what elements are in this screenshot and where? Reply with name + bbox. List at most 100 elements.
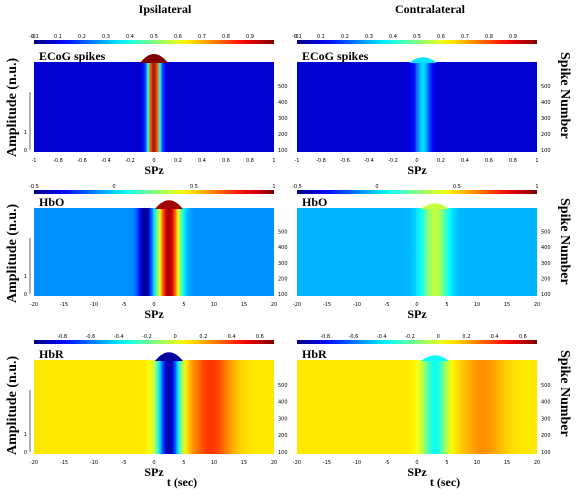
x-axis-tick: -15 [323,460,331,466]
colorbar-tick: -0.8 [57,334,67,340]
x-axis-tick: -20 [293,460,301,466]
colorbar-tick: 0.8 [222,34,230,40]
right-axis-tick: 200 [278,132,288,138]
right-axis-tick: 300 [541,116,551,122]
heatmap-peak-ridge [140,54,168,63]
heatmap-peak-ridge [421,355,449,361]
left-axis-tick: 1 [24,130,27,136]
x-axis-tick: 20 [534,460,540,466]
colorbar-tick: 0.7 [461,34,469,40]
panel-title: HbR [302,347,327,361]
right-axis-tick: 300 [278,416,288,422]
right-axis-tick: 400 [278,400,288,406]
colorbar-tick: 0.5 [413,34,421,40]
colorbar-tick: 0.8 [485,34,493,40]
colorbar-tick: -0.4 [114,334,124,340]
panel-title: HbR [39,347,64,361]
panel-title: ECoG spikes [302,49,369,63]
heatmap-peak-ridge [409,57,437,63]
colorbar-tick: 0 [295,34,298,40]
right-axis-tick: 500 [541,84,551,90]
colorbar-tick: 0 [174,334,177,340]
colorbar-tick: -0.2 [142,334,152,340]
colorbar-tick: -0.4 [377,334,387,340]
colorbar-tick: 0.3 [365,34,373,40]
x-axis-tick: 5 [182,302,185,308]
right-axis-tick: 100 [541,450,551,456]
x-axis-tick: -15 [323,302,331,308]
x-axis-tick: -20 [30,460,38,466]
x-axis-tick: -5 [122,460,127,466]
x-axis-tick: 10 [474,460,480,466]
colorbar-tick: 0.3 [102,34,110,40]
x-axis-tick: -0.6 [340,158,350,164]
x-axis-tick: 15 [504,302,510,308]
colorbar [34,40,274,44]
x-axis-tick: 1 [272,158,275,164]
right-axis-tick: 500 [541,383,551,389]
right-axis-tick: 400 [278,245,288,251]
right-axis-tick: 200 [541,276,551,282]
x-axis-tick: 0 [415,302,418,308]
spz-label: SPz [407,163,427,177]
right-axis-tick: 500 [278,230,288,236]
x-axis-tick: 0 [415,460,418,466]
panel-title: ECoG spikes [39,49,106,63]
right-axis-tick: 100 [278,148,288,154]
x-axis-tick: 20 [271,302,277,308]
left-axis-tick: 1 [24,274,27,280]
colorbar [297,190,537,194]
colorbar-tick: 0.4 [389,34,397,40]
colorbar-tick: 0 [437,334,440,340]
right-axis-tick: 100 [541,148,551,154]
x-axis-tick: 0.8 [509,158,517,164]
x-axis-tick: -15 [60,302,68,308]
right-axis-tick: 400 [541,400,551,406]
colorbar-tick: -0.5 [29,184,39,190]
x-axis-tick: 5 [445,302,448,308]
colorbar-tick: 0.2 [341,34,349,40]
right-axis-tick: 400 [278,100,288,106]
colorbar-tick: 0 [375,184,378,190]
x-axis-tick: 10 [211,302,217,308]
right-axis-tick: 100 [278,292,288,298]
right-axis-tick: 500 [278,383,288,389]
heatmap-peak-ridge [421,203,449,209]
right-axis-tick: 200 [541,433,551,439]
colorbar-tick: -0.2 [405,334,415,340]
colorbar-tick: 1 [535,184,538,190]
colorbar-tick: 0.2 [199,334,207,340]
colorbar [297,40,537,44]
colorbar-tick: 0.4 [126,34,134,40]
x-axis-tick: 15 [241,460,247,466]
x-axis-tick: -20 [30,302,38,308]
x-axis-tick: 15 [241,302,247,308]
colorbar [34,340,274,344]
x-axis-tick: -0.2 [125,158,135,164]
x-axis-tick: 0.6 [485,158,493,164]
x-axis-tick: 10 [211,460,217,466]
x-axis-tick: 0.6 [222,158,230,164]
right-axis-tick: 200 [278,276,288,282]
x-axis-tick: -20 [293,302,301,308]
right-axis-tick: 500 [541,230,551,236]
x-axis-tick: -0.8 [53,158,63,164]
x-axis-tick: -0.8 [316,158,326,164]
column-title-contralateral: Contralateral [395,2,465,16]
left-axis-tick: 0 [24,450,27,456]
x-axis-tick: -5 [385,460,390,466]
colorbar-tick: 0.7 [198,34,206,40]
colorbar-tick: -0.1 [29,34,39,40]
colorbar-tick: 0 [32,34,35,40]
x-axis-tick: -0.2 [388,158,398,164]
colorbar-tick: 0.1 [54,34,62,40]
colorbar-tick: 0.4 [228,334,236,340]
spz-label: SPz [144,465,164,479]
x-axis-tick: -1 [32,158,37,164]
left-axis-tick: 1 [24,432,27,438]
spz-label: SPz [144,163,164,177]
left-axis-tick: 0 [24,292,27,298]
spz-label: SPz [407,465,427,479]
colorbar-tick: 0.9 [246,34,254,40]
